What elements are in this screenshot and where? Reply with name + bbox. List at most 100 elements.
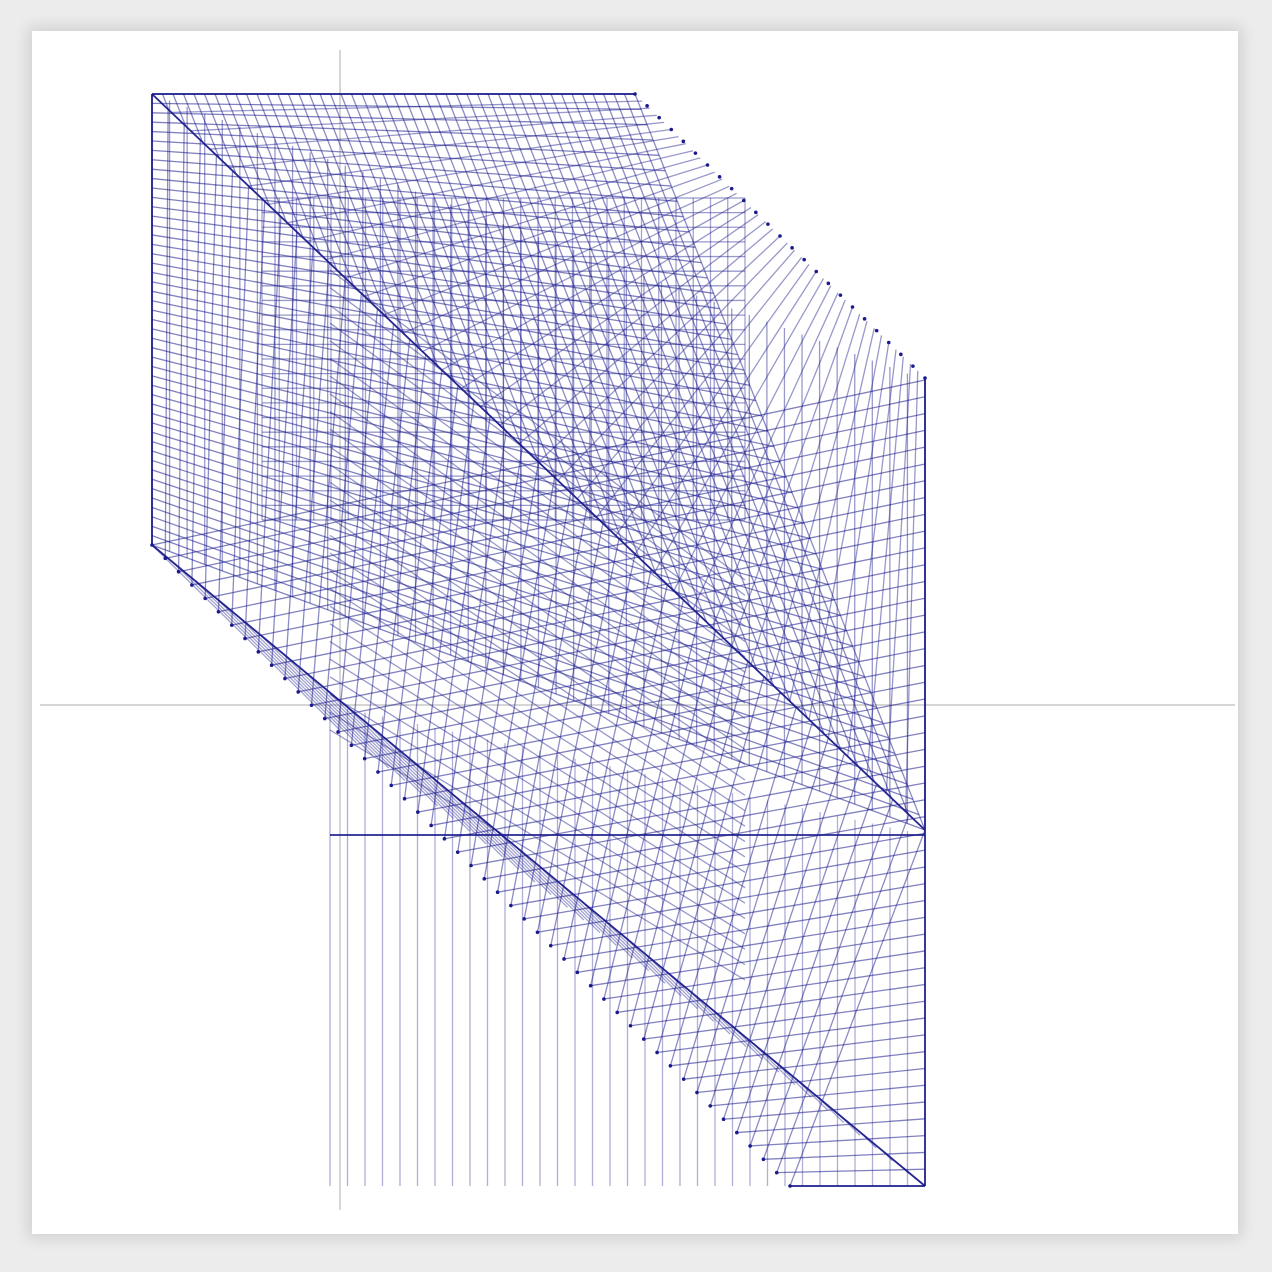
upper-right-line (711, 299, 846, 628)
lower-horizontal-line (391, 681, 926, 787)
upper-right-edge-dot (778, 234, 782, 238)
upper-right-edge-dot (766, 222, 770, 226)
lower-slant-line (603, 615, 701, 1000)
lower-horizontal-line (550, 883, 926, 947)
upper-slant-line (382, 93, 523, 447)
upper-slant-line (592, 93, 859, 767)
upper-right-line (325, 157, 701, 261)
lower-horizontal-line (537, 866, 926, 933)
lower-left-edge-dot (322, 716, 327, 721)
upper-right-line (673, 285, 832, 592)
lower-left-edge-dot (522, 917, 526, 921)
top-face-line (151, 102, 642, 110)
lower-diagonal-line (580, 900, 666, 984)
lower-horizontal-line (497, 815, 926, 893)
lower-slant-line (430, 415, 491, 826)
lower-slant-line (483, 477, 556, 879)
lower-slant-line (709, 737, 829, 1107)
upper-right-line (287, 143, 686, 224)
top-face-line (151, 544, 926, 831)
lower-left-edge-dot (203, 596, 207, 601)
upper-slant-line (203, 93, 237, 175)
lower-left-edge-dot (681, 1077, 686, 1081)
upper-right-line (866, 356, 904, 775)
lower-horizontal-line (643, 1000, 926, 1040)
upper-slant-line (182, 93, 204, 143)
upper-right-edge-dot (826, 281, 831, 286)
lower-horizontal-line (630, 983, 926, 1027)
upper-right-edge-dot (802, 257, 806, 262)
lower-slant-line (470, 461, 540, 866)
lower-horizontal-line (710, 1084, 926, 1107)
lower-slant-line (496, 492, 572, 893)
top-face-line (151, 234, 726, 325)
lower-slant-line (776, 814, 910, 1173)
top-face-line (151, 365, 811, 540)
lower-horizontal-line (750, 1134, 926, 1147)
lower-left-edge-dot (641, 1037, 646, 1041)
lower-horizontal-line (563, 899, 926, 960)
top-face-line (151, 384, 823, 570)
upper-right-line (769, 321, 868, 683)
upper-right-line (518, 228, 774, 445)
lower-slant-line (536, 538, 620, 933)
lower-horizontal-line (763, 1151, 926, 1160)
upper-right-line (441, 199, 745, 371)
lower-diagonal-line (538, 865, 633, 959)
upper-right-line (267, 135, 679, 206)
top-face-line (151, 431, 853, 647)
top-face-line (151, 497, 896, 754)
lower-diagonal-line (323, 686, 471, 832)
upper-slant-line (287, 93, 372, 303)
inner-box-slant (329, 304, 746, 612)
lower-horizontal-line (457, 765, 926, 853)
lower-left-edge-dot (562, 957, 566, 961)
inner-box-slant (329, 481, 746, 766)
lower-left-edge-dot (256, 650, 261, 654)
lower-slant-line (417, 400, 475, 813)
inner-box-slant (329, 623, 746, 889)
top-face-line (151, 262, 744, 371)
lower-slant-line (337, 308, 379, 733)
lower-horizontal-line (470, 782, 926, 867)
upper-slant-line (413, 93, 573, 495)
inner-box-slant (329, 357, 746, 658)
upper-slant-line (329, 93, 439, 367)
upper-slant-line (172, 93, 187, 127)
lower-slant-line (749, 783, 878, 1147)
lower-diagonal-line (173, 562, 357, 744)
lower-left-edge-dot (615, 1010, 620, 1015)
lower-left-edge-dot (748, 1144, 752, 1148)
lower-diagonal-line (258, 633, 422, 794)
upper-right-line (905, 370, 919, 812)
upper-slant-line (161, 93, 170, 111)
upper-slant-line (340, 93, 456, 383)
upper-slant-line (403, 93, 556, 479)
top-face-line (151, 271, 750, 386)
upper-right-line (731, 306, 854, 647)
lower-left-edge-dot (588, 983, 593, 988)
upper-slant-line (298, 93, 388, 319)
upper-right-edge-dot (874, 328, 879, 333)
upper-slant-line (193, 93, 220, 159)
top-face-line (151, 215, 714, 294)
line-pattern-drawing (40, 50, 1235, 1210)
lower-slant-line (244, 201, 266, 639)
upper-slant-line (424, 93, 590, 511)
upper-right-line (692, 292, 839, 610)
lower-diagonal-line (731, 1025, 780, 1073)
lower-slant-line (443, 431, 507, 839)
lower-horizontal-line (656, 1017, 926, 1054)
upper-right-line (576, 249, 795, 500)
lower-diagonal-line (473, 811, 585, 921)
lower-slant-line (204, 155, 218, 599)
upper-right-edge-dot (923, 376, 927, 380)
inner-box-slant (329, 640, 746, 904)
top-face-line (151, 525, 914, 800)
upper-right-edge-dot (633, 92, 637, 96)
inner-box-slant (329, 269, 746, 581)
lower-slant-line (643, 661, 749, 1040)
lower-slant-line (762, 799, 894, 1160)
lower-horizontal-line (510, 832, 926, 907)
lower-left-edge-dot (455, 850, 460, 854)
